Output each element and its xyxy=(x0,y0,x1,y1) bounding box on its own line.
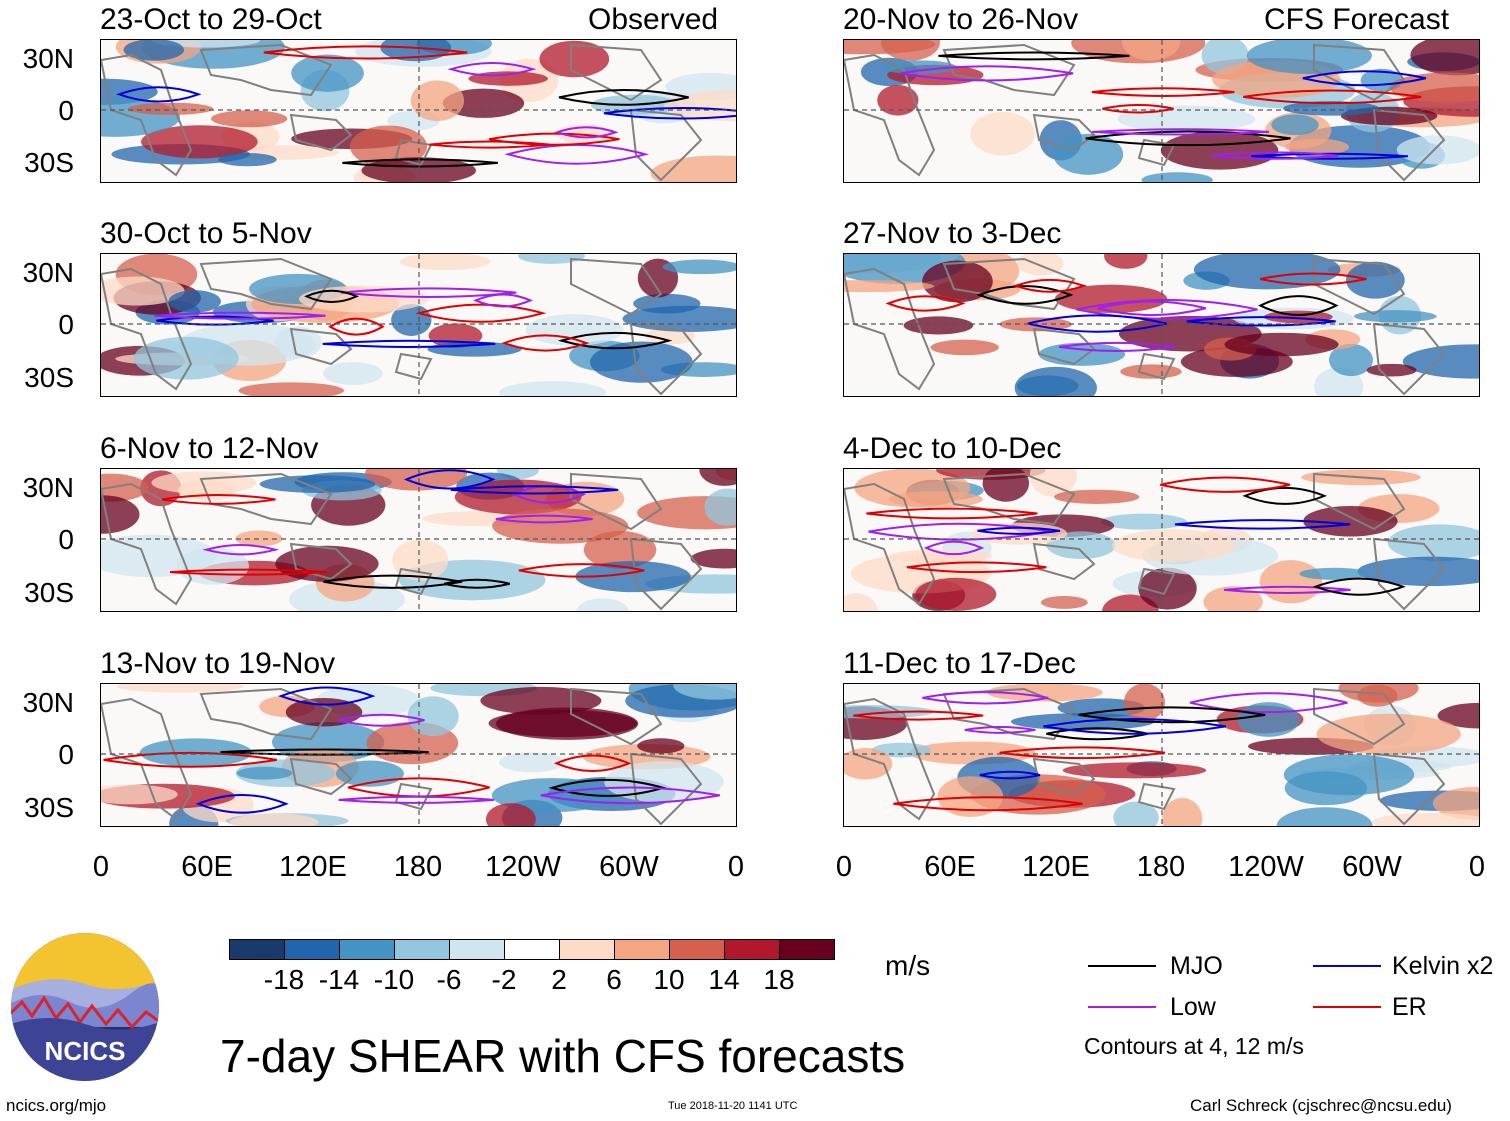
colorbar-label: -10 xyxy=(373,964,415,995)
legend-line-er xyxy=(1313,1006,1381,1008)
forecast-label: CFS Forecast xyxy=(1264,3,1450,36)
map-panel-obs-4 xyxy=(100,683,737,827)
map-panel-fcst-3 xyxy=(843,468,1480,612)
colorbar-swatch xyxy=(669,939,725,960)
x-label-0: 0 xyxy=(835,851,853,883)
panel-title-obs-4: 13-Nov to 19-Nov xyxy=(100,647,336,680)
panel-title-obs-1: 23-Oct to 29-Oct xyxy=(100,3,322,36)
y-label-0: 0 xyxy=(58,739,74,770)
y-label-30s: 30S xyxy=(24,147,74,178)
panel-title-fcst-3: 4-Dec to 10-Dec xyxy=(843,432,1062,465)
colorbar-swatch xyxy=(284,939,340,960)
main-title: 7-day SHEAR with CFS forecasts xyxy=(220,1030,906,1082)
colorbar-label: 10 xyxy=(653,964,685,995)
y-label-0: 0 xyxy=(58,524,74,555)
panel-title-fcst-1: 20-Nov to 26-Nov xyxy=(843,3,1079,36)
legend-mjo-label: MJO xyxy=(1170,952,1223,980)
colorbar-units: m/s xyxy=(885,950,931,981)
x-label-0: 0 xyxy=(92,851,110,883)
y-label-30n: 30N xyxy=(22,257,74,288)
panel-title-fcst-2: 27-Nov to 3-Dec xyxy=(843,217,1062,250)
colorbar-swatch xyxy=(449,939,505,960)
colorbar-swatch xyxy=(339,939,395,960)
colorbar-label: -14 xyxy=(318,964,360,995)
timestamp: Tue 2018-11-20 1141 UTC xyxy=(668,1100,798,1112)
panel-title-obs-3: 6-Nov to 12-Nov xyxy=(100,432,319,465)
map-panel-fcst-2 xyxy=(843,253,1480,397)
colorbar-label: 6 xyxy=(606,964,622,995)
y-label-30n: 30N xyxy=(22,472,74,503)
legend-low-label: Low xyxy=(1170,993,1216,1021)
x-label-120e: 120E xyxy=(279,851,347,883)
colorbar-label: -2 xyxy=(491,964,517,995)
colorbar-swatch xyxy=(614,939,670,960)
y-label-30n: 30N xyxy=(22,43,74,74)
legend-er-label: ER xyxy=(1392,993,1427,1021)
y-label-0: 0 xyxy=(58,95,74,126)
colorbar-swatch xyxy=(394,939,450,960)
x-label-180: 180 xyxy=(1136,851,1186,883)
y-label-0: 0 xyxy=(58,309,74,340)
colorbar-label: 18 xyxy=(763,964,795,995)
x-label-0-end: 0 xyxy=(1468,851,1486,883)
source-url[interactable]: ncics.org/mjo xyxy=(6,1096,107,1115)
colorbar-swatch xyxy=(504,939,560,960)
logo-text: NCICS xyxy=(45,1036,126,1066)
colorbar-label: -18 xyxy=(263,964,305,995)
colorbar-swatch xyxy=(779,939,835,960)
y-label-30s: 30S xyxy=(24,792,74,823)
map-panel-obs-2 xyxy=(100,253,737,397)
legend-line-mjo xyxy=(1088,965,1156,967)
ncics-logo[interactable]: NCICS xyxy=(10,932,160,1082)
observed-label: Observed xyxy=(588,3,719,36)
y-label-30s: 30S xyxy=(24,577,74,608)
y-label-30n: 30N xyxy=(22,687,74,718)
map-panel-fcst-1 xyxy=(843,39,1480,183)
colorbar-label: 14 xyxy=(708,964,740,995)
x-label-60e: 60E xyxy=(181,851,233,883)
x-label-0-end: 0 xyxy=(727,851,745,883)
colorbar-swatch xyxy=(229,939,285,960)
x-label-120e: 120E xyxy=(1022,851,1090,883)
colorbar-label: 2 xyxy=(551,964,567,995)
x-label-60w: 60W xyxy=(599,851,659,883)
colorbar-swatch xyxy=(724,939,780,960)
legend-line-kelvin xyxy=(1313,965,1381,967)
map-panel-fcst-4 xyxy=(843,683,1480,827)
panel-title-fcst-4: 11-Dec to 17-Dec xyxy=(843,647,1076,680)
map-panel-obs-3 xyxy=(100,468,737,612)
panel-title-obs-2: 30-Oct to 5-Nov xyxy=(100,217,312,250)
x-label-120w: 120W xyxy=(1228,851,1304,883)
contours-note: Contours at 4, 12 m/s xyxy=(1084,1033,1304,1059)
map-panel-obs-1 xyxy=(100,39,737,183)
y-label-30s: 30S xyxy=(24,362,74,393)
x-label-60w: 60W xyxy=(1342,851,1402,883)
legend-kelvin-label: Kelvin x2 xyxy=(1392,952,1494,980)
colorbar-label: -6 xyxy=(436,964,462,995)
author-credit: Carl Schreck (cjschrec@ncsu.edu) xyxy=(1190,1096,1452,1115)
legend-line-low xyxy=(1088,1006,1156,1008)
x-label-60e: 60E xyxy=(924,851,976,883)
colorbar-swatch xyxy=(559,939,615,960)
x-label-120w: 120W xyxy=(485,851,561,883)
x-label-180: 180 xyxy=(393,851,443,883)
